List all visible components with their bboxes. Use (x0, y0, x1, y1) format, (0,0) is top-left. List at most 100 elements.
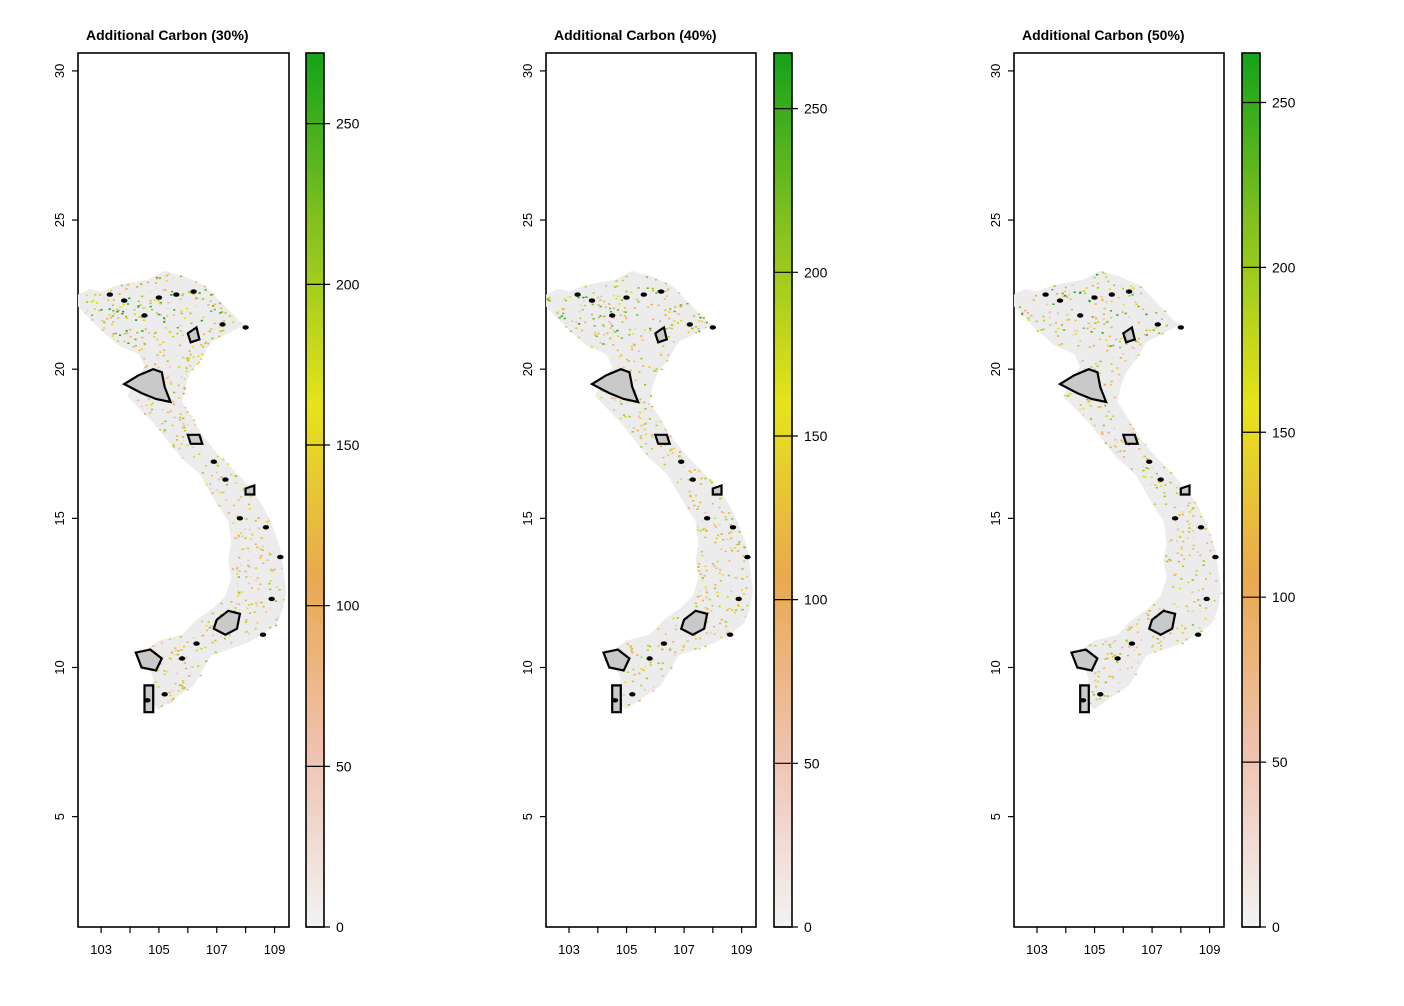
colorbar-step (1242, 302, 1260, 310)
colorbar-step (1242, 221, 1260, 229)
colorbar-step (774, 827, 792, 834)
raster-cell (1209, 572, 1212, 575)
x-tick-label: 107 (1141, 942, 1163, 957)
protected-area-polygon (679, 609, 709, 636)
colorbar-step (306, 234, 324, 241)
raster-cell (251, 533, 254, 536)
colorbar-step (774, 371, 792, 379)
colorbar-step (1242, 346, 1260, 354)
raster-cell (211, 492, 214, 494)
raster-cell (212, 305, 215, 307)
colorbar-step (1242, 852, 1260, 859)
raster-cell (622, 366, 625, 369)
raster-cell (137, 306, 140, 308)
raster-cell (1048, 317, 1051, 319)
raster-cell (637, 350, 641, 352)
raster-cell (562, 312, 565, 315)
raster-cell (1213, 599, 1216, 602)
raster-cell (643, 423, 646, 425)
raster-cell (248, 612, 252, 614)
raster-cell (181, 334, 185, 337)
raster-cell (258, 578, 261, 581)
raster-cell (1113, 640, 1116, 642)
raster-cell (719, 535, 722, 538)
colorbar-step (1242, 134, 1260, 141)
raster-cell (1111, 676, 1114, 678)
colorbar-step (1242, 671, 1260, 678)
raster-cell (122, 303, 125, 306)
raster-cell (652, 690, 655, 692)
raster-cell (1058, 344, 1061, 346)
raster-cell (719, 622, 722, 625)
raster-cell (1097, 406, 1100, 408)
raster-cell (204, 341, 208, 343)
raster-cell (578, 336, 581, 339)
raster-cell (1145, 329, 1148, 332)
raster-cell (1103, 307, 1106, 310)
raster-cell (1119, 450, 1122, 453)
raster-cell (167, 301, 170, 304)
raster-cell (182, 392, 185, 395)
raster-cell (169, 652, 172, 654)
x-tick-label: 109 (731, 942, 753, 957)
raster-cell (1188, 579, 1191, 582)
raster-cell (581, 304, 584, 307)
raster-cell (1148, 610, 1151, 612)
colorbar-step (774, 833, 792, 841)
raster-cell (190, 415, 193, 418)
raster-cell (119, 306, 122, 308)
raster-cell (1106, 695, 1109, 697)
raster-cell (718, 524, 721, 526)
raster-cell (197, 665, 200, 667)
raster-cell (1195, 574, 1198, 576)
raster-cell (210, 625, 213, 627)
raster-cell (151, 308, 154, 311)
colorbar-step (1242, 383, 1260, 391)
raster-cell (582, 300, 585, 303)
raster-cell (628, 328, 631, 331)
raster-cell (665, 328, 668, 330)
raster-cell (1040, 329, 1043, 331)
colorbar-step (1242, 583, 1260, 591)
colorbar-step (1242, 677, 1260, 685)
protected-area-dot (155, 295, 163, 300)
raster-cell (254, 623, 257, 626)
raster-cell (244, 528, 247, 530)
colorbar-step (1242, 433, 1260, 441)
raster-cell (1144, 333, 1147, 336)
raster-cell (659, 320, 662, 322)
raster-cell (612, 294, 615, 297)
raster-cell (649, 410, 652, 412)
raster-cell (1111, 370, 1114, 373)
raster-cell (1173, 603, 1176, 605)
raster-cell (1130, 346, 1133, 349)
country-footprint (78, 270, 287, 710)
colorbar-step (1242, 146, 1260, 154)
colorbar-step (1242, 608, 1260, 616)
raster-cell (190, 671, 193, 674)
raster-cell (127, 283, 130, 286)
raster-cell (1133, 650, 1136, 652)
raster-cell (743, 546, 746, 549)
raster-cell (735, 577, 738, 580)
protected-area-polygon (711, 483, 723, 496)
raster-cell (98, 309, 101, 312)
raster-cell (548, 296, 551, 299)
raster-cell (216, 455, 219, 458)
colorbar-step (306, 808, 324, 816)
raster-cell (1030, 315, 1033, 317)
colorbar-step (1242, 152, 1260, 160)
colorbar-step (306, 558, 324, 566)
raster-cell (241, 564, 244, 567)
x-tick-label: 109 (264, 942, 286, 957)
raster-cell (1036, 330, 1039, 332)
raster-cell (136, 331, 139, 334)
raster-cell (177, 658, 180, 660)
protected-area-dot (703, 516, 711, 521)
raster-cell (1077, 345, 1080, 347)
raster-cell (659, 351, 662, 354)
raster-cell (657, 452, 660, 455)
colorbar-step (774, 708, 792, 716)
raster-cell (123, 332, 126, 335)
raster-cell (238, 603, 241, 605)
